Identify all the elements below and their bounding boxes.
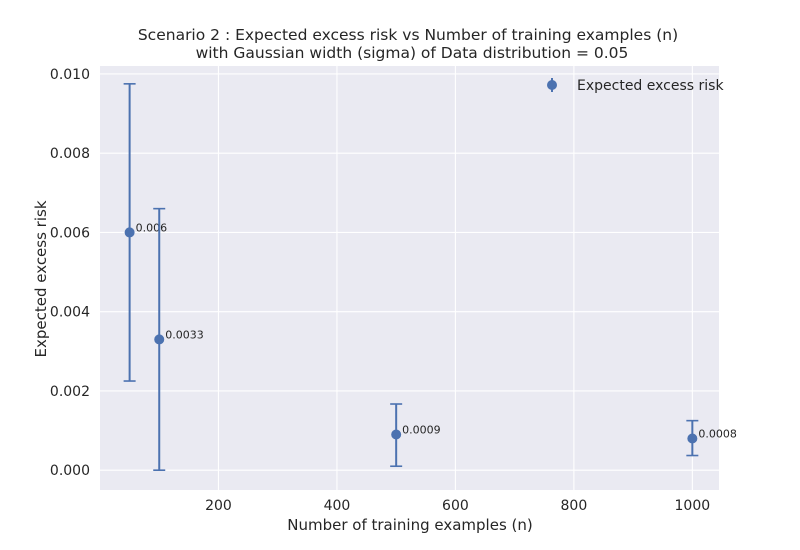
y-tick-label: 0.006	[50, 225, 90, 241]
plot-area	[100, 66, 719, 490]
y-tick-label: 0.002	[50, 384, 90, 400]
x-tick-label: 200	[205, 498, 232, 514]
data-point	[124, 227, 135, 238]
y-axis-label: Expected excess risk	[32, 200, 50, 357]
chart-title: Scenario 2 : Expected excess risk vs Num…	[138, 26, 678, 44]
data-point	[687, 433, 698, 444]
chart-legend: Expected excess risk	[547, 78, 724, 94]
data-label: 0.0009	[402, 424, 441, 437]
x-tick-label: 1000	[675, 498, 711, 514]
data-series: 0.006 0.0033 0.0009 0.0008	[123, 83, 737, 471]
y-tick-label: 0.010	[50, 67, 90, 83]
tick-labels: 200 400 600 800 1000 0.000 0.002 0.004 0.006 0.00…	[50, 67, 710, 514]
chart-subtitle: with Gaussian width (sigma) of Data dist…	[196, 44, 629, 62]
y-tick-label: 0.004	[50, 305, 90, 321]
data-label: 0.0008	[698, 427, 737, 440]
x-tick-label: 800	[561, 498, 588, 514]
data-label: 0.006	[136, 221, 168, 234]
grid-lines	[100, 66, 719, 490]
x-tick-label: 400	[324, 498, 351, 514]
x-tick-label: 600	[442, 498, 469, 514]
y-tick-label: 0.000	[50, 463, 90, 479]
data-point	[154, 334, 165, 345]
y-tick-label: 0.008	[50, 146, 90, 162]
data-label: 0.0033	[165, 328, 204, 341]
legend-label: Expected excess risk	[577, 78, 724, 94]
x-axis-label: Number of training examples (n)	[287, 516, 533, 534]
legend-marker	[547, 80, 557, 90]
data-point	[391, 429, 402, 440]
